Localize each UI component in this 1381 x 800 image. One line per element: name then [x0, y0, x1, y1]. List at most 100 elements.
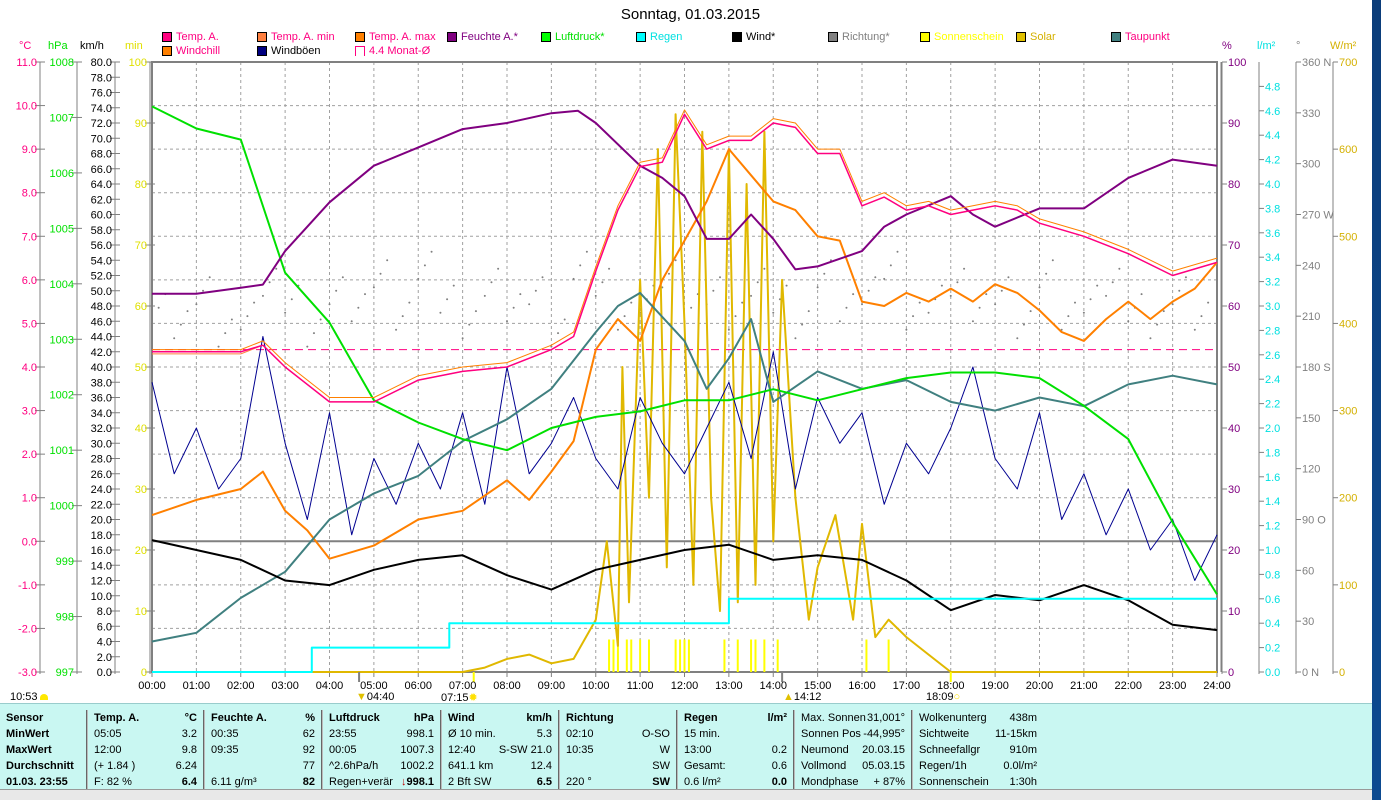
direction-dot	[794, 337, 797, 340]
kmh-axis-label: 0.0	[97, 667, 112, 679]
row-label: 220 °	[566, 776, 592, 788]
kmh-axis-label: 68.0	[91, 149, 112, 161]
direction-dot	[1016, 337, 1019, 340]
x-tick-label: 15:00	[803, 680, 832, 692]
panel-column: Temp. A. °C 05:05 3.2 12:00 9.8 (+ 1.84 ) 6.24 F…	[88, 710, 205, 792]
column-title: Regen	[684, 712, 718, 724]
direction-dot	[490, 281, 493, 284]
info-value: 05.03.15	[862, 760, 905, 772]
min-axis-label: 50	[135, 362, 147, 374]
hpa-axis-label: 998	[56, 612, 74, 624]
wm2-axis-label: 600	[1339, 144, 1357, 156]
row-value: 0.2	[771, 744, 787, 756]
kmh-axis-label: 62.0	[91, 194, 112, 206]
series-temp-a-max	[152, 109, 1218, 398]
kmh-axis-label: 44.0	[91, 332, 112, 344]
sun-row: Neumond 20.03.15	[801, 742, 905, 758]
info-label: Wolkenunterg	[919, 712, 987, 724]
hpa-axis-label: 1006	[50, 168, 74, 180]
clouds-row: Sonnenschein 1:30h	[919, 774, 1037, 790]
direction-dot	[550, 345, 553, 348]
legend-swatch	[257, 46, 267, 56]
legend-swatch	[162, 46, 172, 56]
direction-dot	[461, 337, 464, 340]
x-tick-label: 07:00	[448, 680, 477, 692]
legend-label: Temp. A. min	[271, 31, 335, 43]
info-label: Sonnen Pos	[801, 728, 861, 740]
unit-rain: l/m²	[1257, 40, 1276, 52]
rain-axis-label: 3.8	[1265, 203, 1280, 215]
row-label: 641.1 km	[448, 760, 494, 772]
row-value-wrap: 12.4	[531, 758, 552, 774]
direction-dot	[528, 303, 531, 306]
row-value: 12.4	[530, 760, 552, 772]
pct-axis-label: 30	[1228, 484, 1240, 496]
row-value-wrap: 92	[303, 742, 315, 758]
direction-dot	[439, 311, 442, 314]
series-regen	[152, 597, 1217, 673]
column-title: Wind	[448, 712, 475, 724]
direction-dot	[468, 323, 471, 326]
direction-dot	[674, 259, 677, 262]
legend-label: Richtung*	[842, 31, 890, 43]
row-value-wrap: 9.8	[182, 742, 197, 758]
info-label: Max. Sonnen	[801, 712, 866, 724]
series-windb-en	[151, 336, 1218, 581]
direction-dot	[1105, 294, 1108, 297]
direction-dot	[350, 320, 353, 323]
direction-dot	[446, 298, 449, 301]
direction-dot	[179, 323, 182, 326]
legend-label: Windchill	[176, 45, 221, 57]
legend-swatch	[920, 32, 930, 42]
event-left-time: 10:53	[10, 691, 38, 703]
direction-dot	[408, 301, 411, 304]
pct-axis-label: 40	[1228, 423, 1240, 435]
direction-dot	[838, 320, 841, 323]
row-value-wrap: 998.1	[406, 726, 434, 742]
temp-axis-label: -1.0	[18, 580, 37, 592]
kmh-axis-label: 64.0	[91, 179, 112, 191]
kmh-axis-label: 6.0	[97, 621, 112, 633]
wm2-axis-label: 0	[1339, 667, 1345, 679]
direction-dot	[756, 281, 759, 284]
column-unit: km/h	[526, 712, 552, 724]
direction-dot	[202, 289, 205, 292]
kmh-axis-label: 74.0	[91, 103, 112, 115]
rain-axis-label: 3.4	[1265, 252, 1280, 264]
x-tick-label: 00:00	[138, 680, 166, 692]
kmh-axis-label: 52.0	[91, 271, 112, 283]
series-temp-a-	[152, 113, 1218, 403]
direction-dot	[750, 294, 753, 297]
direction-dot	[585, 250, 588, 253]
panel-column: Luftdruck hPa 23:55 998.1 00:05 1007.3 ^2.6hPa…	[323, 710, 442, 792]
direction-dot	[1051, 259, 1054, 262]
hpa-axis-label: 997	[56, 667, 74, 679]
summary-panel: Sensor MinWert MaxWert Durchschnitt 01.0…	[0, 703, 1372, 800]
row-label: 0.6 l/m²	[684, 776, 721, 788]
pct-axis-label: 50	[1228, 362, 1240, 374]
info-label: Neumond	[801, 744, 849, 756]
kmh-axis-label: 8.0	[97, 606, 112, 618]
direction-dot	[867, 289, 870, 292]
info-value: 1:30h	[1009, 776, 1037, 788]
kmh-axis-label: 72.0	[91, 118, 112, 130]
unit-wm2: W/m²	[1330, 40, 1357, 52]
legend-label: Taupunkt	[1125, 31, 1170, 43]
panel-column: Wind km/h Ø 10 min. 5.3 12:40 S-SW 21.0 641.1 …	[442, 710, 560, 792]
row-value: 998.1	[406, 728, 434, 740]
column-unit: hPa	[413, 712, 434, 724]
kmh-axis-label: 18.0	[91, 530, 112, 542]
legend-swatch	[162, 32, 172, 42]
series-taupunkt	[151, 291, 1218, 643]
direction-dot	[949, 294, 952, 297]
info-value: 20.03.15	[862, 744, 905, 756]
direction-dot	[386, 259, 389, 262]
row-label: 10:35	[566, 744, 594, 756]
rain-axis-label: 4.2	[1265, 155, 1280, 167]
deg-axis-label: 150	[1302, 413, 1320, 425]
kmh-axis-label: 14.0	[91, 560, 112, 572]
direction-dot	[579, 264, 582, 267]
x-tick-label: 03:00	[271, 680, 299, 692]
direction-dot	[474, 310, 477, 313]
sensor-column: Sensor MinWert MaxWert Durchschnitt 01.0…	[0, 710, 88, 792]
